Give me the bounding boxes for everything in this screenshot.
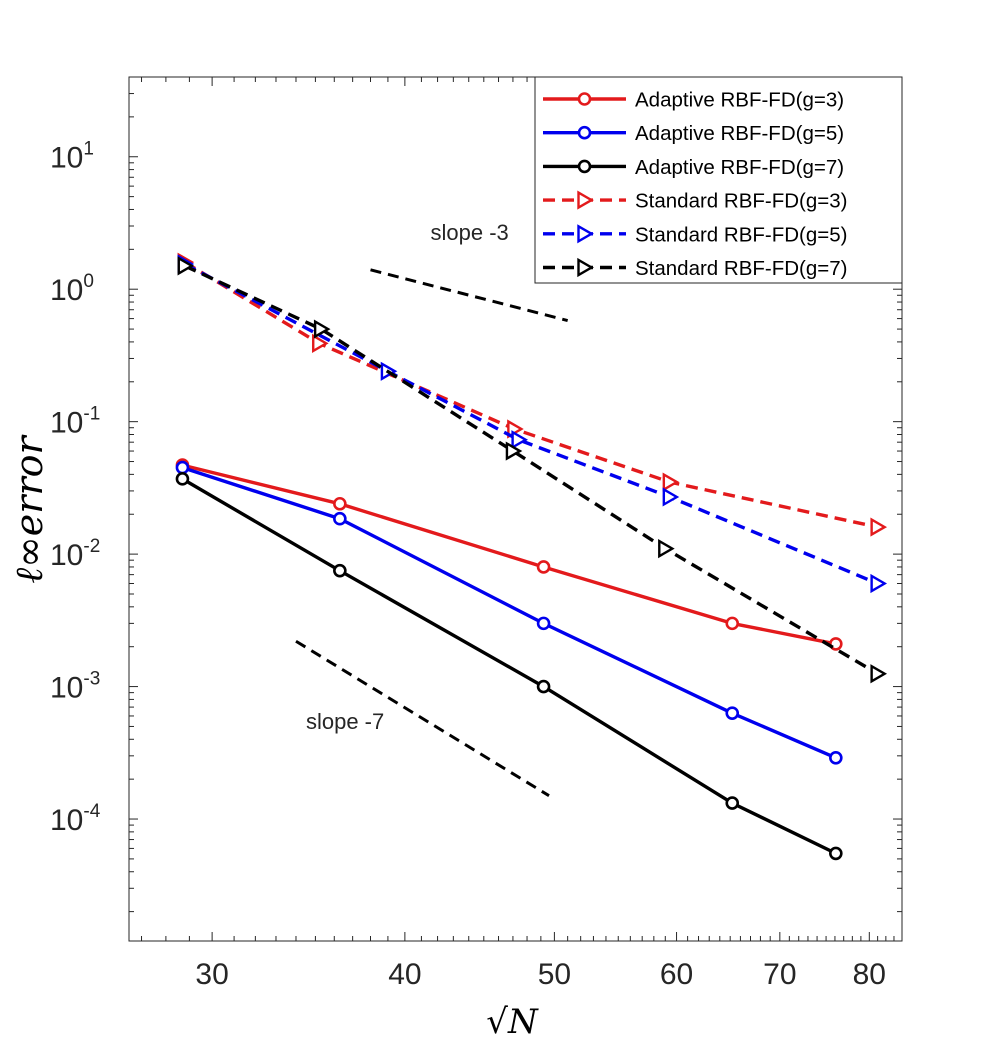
y-tick-base: 10: [50, 142, 83, 175]
data-point: [536, 679, 551, 694]
y-tick-base: 10: [50, 274, 83, 307]
reference-label-2: slope -7: [306, 709, 384, 734]
legend-label: Adaptive RBF-FD(g=3): [635, 89, 844, 112]
legend-item-5: Standard RBF-FD(g=5): [543, 223, 847, 246]
y-tick-label: 100: [50, 271, 94, 307]
legend-item-3: Adaptive RBF-FD(g=7): [543, 156, 844, 179]
x-tick-label: 60: [660, 958, 693, 991]
series-2: [175, 460, 843, 765]
data-point: [870, 517, 888, 537]
data-point: [829, 750, 843, 765]
reference-lines: slope -3 slope -7: [295, 220, 569, 797]
x-tick-label: 80: [853, 958, 886, 991]
legend-box: [534, 76, 903, 284]
data-point: [725, 616, 740, 631]
series-line: [184, 262, 879, 586]
data-point: [175, 472, 190, 486]
data-point: [177, 256, 195, 276]
data-point: [536, 560, 551, 574]
y-tick-base: 10: [50, 804, 83, 837]
y-tick-exponent: -2: [83, 536, 100, 557]
data-point: [577, 92, 592, 106]
data-point: [658, 539, 675, 559]
y-tick-label: 101: [50, 139, 94, 175]
y-tick-label: 10-2: [50, 536, 100, 572]
y-tick-base: 10: [50, 672, 83, 705]
data-point: [333, 496, 347, 511]
legend-label: Standard RBF-FD(g=5): [635, 223, 847, 246]
data-point: [577, 125, 592, 140]
y-tick-exponent: -4: [83, 801, 100, 822]
x-axis-label: √N: [486, 1002, 539, 1042]
reference-line-1: [370, 268, 569, 322]
series-3: [175, 472, 843, 861]
legend-label: Standard RBF-FD(g=3): [635, 190, 847, 213]
y-tick-base: 10: [50, 539, 83, 572]
series-6: [177, 256, 888, 684]
data-point: [333, 563, 347, 578]
data-point: [333, 511, 347, 526]
x-tick-label: 40: [388, 958, 421, 991]
data-point: [829, 846, 843, 861]
y-tick-exponent: 1: [83, 139, 94, 160]
y-tick-exponent: -3: [83, 669, 100, 690]
legend-item-4: Standard RBF-FD(g=3): [543, 190, 847, 213]
reference-label-1: slope -3: [431, 220, 509, 245]
legend-label: Adaptive RBF-FD(g=5): [635, 122, 844, 145]
data-point: [870, 573, 888, 594]
data-point: [505, 441, 523, 461]
x-tick-label: 30: [195, 958, 228, 991]
y-tick-label: 10-1: [50, 404, 100, 440]
data-point: [577, 159, 592, 174]
data-point: [725, 706, 740, 720]
data-point: [577, 190, 594, 210]
reference-line-2: [295, 639, 550, 797]
x-tick-label: 50: [538, 958, 571, 991]
legend-item-1: Adaptive RBF-FD(g=3): [543, 89, 844, 112]
data-point: [662, 472, 680, 492]
y-tick-label: 10-3: [50, 669, 100, 705]
y-tick-label: 10-4: [50, 801, 101, 837]
legend-label: Adaptive RBF-FD(g=7): [635, 156, 844, 179]
data-point: [312, 333, 329, 353]
data-point: [511, 430, 529, 450]
x-tick-labels: 30 40 50 60 70 80: [195, 958, 886, 991]
y-tick-exponent: 0: [83, 271, 94, 292]
legend-item-2: Adaptive RBF-FD(g=5): [543, 122, 844, 145]
series-line: [184, 264, 879, 676]
data-point: [577, 224, 594, 244]
data-point: [536, 616, 551, 631]
data-point: [175, 460, 190, 475]
legend-label: Standard RBF-FD(g=7): [635, 257, 847, 280]
legend: Adaptive RBF-FD(g=3) Adaptive RBF-FD(g=5)…: [534, 76, 903, 284]
data-point: [662, 487, 680, 507]
x-tick-label: 70: [763, 958, 796, 991]
series-5: [177, 254, 888, 594]
axis-ticks: [129, 76, 903, 941]
legend-item-6: Standard RBF-FD(g=7): [543, 257, 847, 280]
series-group: [175, 252, 888, 861]
y-axis-label: ℓ∞error: [7, 433, 51, 583]
y-tick-exponent: -1: [83, 404, 100, 425]
y-tick-base: 10: [50, 407, 83, 440]
data-point: [870, 664, 888, 684]
data-point: [725, 796, 740, 810]
data-point: [577, 257, 594, 278]
data-point: [313, 319, 331, 339]
